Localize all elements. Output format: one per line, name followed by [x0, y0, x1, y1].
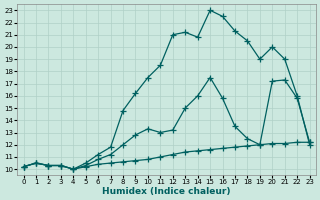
X-axis label: Humidex (Indice chaleur): Humidex (Indice chaleur) [102, 187, 231, 196]
